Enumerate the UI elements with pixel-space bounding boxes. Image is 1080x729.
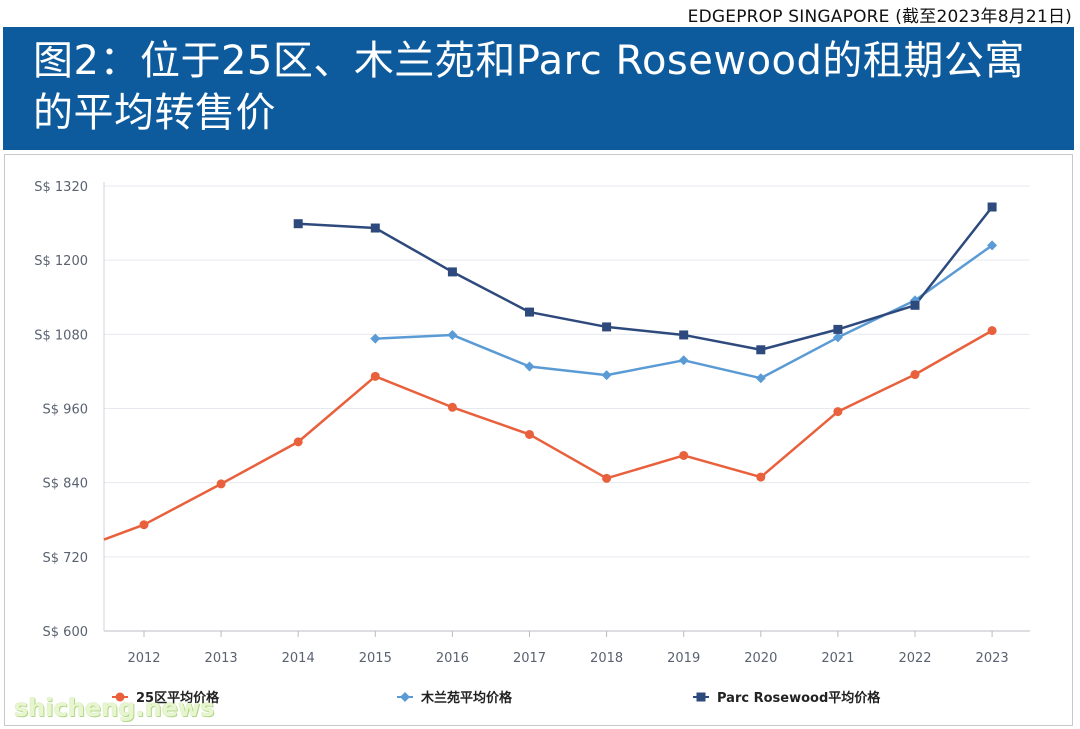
legend-marker <box>696 692 706 702</box>
series-line-1 <box>103 329 993 541</box>
x-tick-label: 2017 <box>513 651 546 666</box>
x-tick-label: 2022 <box>898 651 931 666</box>
data-point <box>679 450 689 460</box>
series-line-3 <box>298 206 994 352</box>
data-point <box>447 329 458 340</box>
data-point <box>987 202 997 212</box>
legend-marker <box>115 692 125 702</box>
data-point <box>370 333 381 344</box>
title-banner: 图2：位于25区、木兰苑和Parc Rosewood的租期公寓的平均转售价 <box>3 27 1074 150</box>
data-point <box>525 307 534 317</box>
x-tick-label: 2020 <box>744 651 777 666</box>
data-point <box>602 322 612 332</box>
watermark: shicheng.news <box>14 694 215 722</box>
data-point <box>832 332 843 343</box>
x-tick-label: 2015 <box>359 651 392 666</box>
data-point <box>755 373 766 384</box>
data-point <box>756 345 766 355</box>
data-point <box>293 219 303 229</box>
x-tick-label: 2023 <box>976 651 1009 666</box>
x-tick-label: 2014 <box>282 651 315 666</box>
y-tick-label: S$ 720 <box>43 551 88 566</box>
x-tick-label: 2021 <box>821 651 854 666</box>
data-point <box>756 472 766 482</box>
y-tick-label: S$ 1320 <box>34 180 88 195</box>
data-point <box>910 300 920 310</box>
chart-title: 图2：位于25区、木兰苑和Parc Rosewood的租期公寓的平均转售价 <box>33 38 1025 136</box>
data-point <box>447 402 457 412</box>
y-tick-label: S$ 840 <box>43 477 88 492</box>
x-tick-label: 2013 <box>205 651 238 666</box>
data-point <box>679 330 689 340</box>
data-point <box>601 370 612 381</box>
y-tick-label: S$ 1200 <box>34 254 88 269</box>
data-point <box>524 361 535 372</box>
data-point <box>602 473 612 483</box>
x-tick-label: 2016 <box>436 651 469 666</box>
data-point <box>293 437 303 447</box>
data-point <box>216 479 226 489</box>
y-tick-label: S$ 1080 <box>34 328 88 343</box>
data-point <box>370 371 380 381</box>
y-tick-label: S$ 960 <box>43 403 88 418</box>
data-point <box>525 429 534 439</box>
data-point <box>987 240 998 251</box>
legend-label: 25区平均价格 <box>136 690 220 706</box>
data-point <box>987 326 997 336</box>
data-point <box>678 355 689 366</box>
data-point <box>910 370 920 380</box>
legend-label: 木兰苑平均价格 <box>420 690 513 706</box>
x-tick-label: 2012 <box>127 651 160 666</box>
data-point <box>833 407 843 417</box>
data-point <box>139 520 149 530</box>
data-point <box>833 324 843 334</box>
x-tick-label: 2019 <box>667 651 700 666</box>
source-attribution: EDGEPROP SINGAPORE (截至2023年8月21日) <box>687 7 1072 27</box>
data-point <box>447 267 457 277</box>
y-tick-label: S$ 600 <box>43 625 88 640</box>
x-tick-label: 2018 <box>590 651 623 666</box>
legend-label: Parc Rosewood平均价格 <box>717 690 881 706</box>
data-point <box>370 223 380 233</box>
legend-marker <box>400 692 410 702</box>
